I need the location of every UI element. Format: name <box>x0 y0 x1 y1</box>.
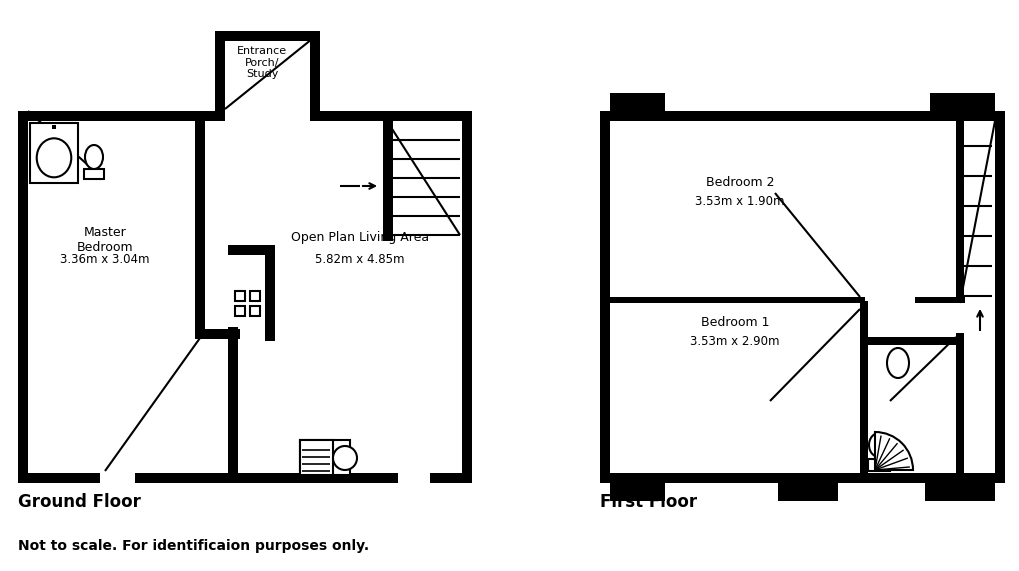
Text: Master
Bedroom: Master Bedroom <box>76 226 133 254</box>
Text: First Floor: First Floor <box>599 493 696 511</box>
Circle shape <box>332 446 357 470</box>
Bar <box>609 297 864 303</box>
Bar <box>599 111 1004 483</box>
Bar <box>599 473 1004 483</box>
Bar <box>599 111 1004 121</box>
Bar <box>929 93 994 111</box>
Text: 3.36m x 3.04m: 3.36m x 3.04m <box>60 253 150 266</box>
Bar <box>250 291 260 301</box>
Bar <box>84 169 104 179</box>
Text: 3.53m x 2.90m: 3.53m x 2.90m <box>690 335 779 348</box>
Text: Not to scale. For identificaion purposes only.: Not to scale. For identificaion purposes… <box>18 539 369 553</box>
Bar <box>462 111 472 483</box>
Ellipse shape <box>887 348 908 378</box>
Bar <box>228 327 237 483</box>
Bar <box>215 31 225 121</box>
Bar <box>609 93 664 111</box>
Bar <box>195 329 239 339</box>
Bar <box>320 111 472 121</box>
Bar <box>382 111 392 241</box>
Bar <box>234 306 245 316</box>
Bar <box>18 473 472 483</box>
Bar <box>859 301 867 473</box>
Bar <box>250 306 260 316</box>
Bar <box>30 123 77 183</box>
Bar <box>228 245 275 255</box>
Bar <box>215 31 320 41</box>
Bar <box>265 251 275 341</box>
Ellipse shape <box>85 145 103 169</box>
Bar <box>215 31 320 115</box>
Bar <box>867 459 890 471</box>
Bar <box>955 333 963 473</box>
Bar <box>777 483 838 501</box>
Bar <box>859 337 963 345</box>
Bar <box>994 111 1004 483</box>
Bar <box>234 291 245 301</box>
Bar <box>52 125 56 129</box>
Bar <box>397 473 430 483</box>
Bar <box>599 111 609 483</box>
Bar <box>100 473 135 483</box>
Bar <box>300 440 350 475</box>
Ellipse shape <box>37 138 71 178</box>
Text: 3.53m x 1.90m: 3.53m x 1.90m <box>695 195 784 208</box>
Text: Ground Floor: Ground Floor <box>18 493 141 511</box>
Text: Bedroom 1: Bedroom 1 <box>700 316 768 329</box>
Wedge shape <box>874 432 912 470</box>
Text: Bedroom 2: Bedroom 2 <box>705 176 773 189</box>
Bar <box>195 111 205 331</box>
Text: Entrance
Porch/
Study: Entrance Porch/ Study <box>236 46 286 79</box>
Bar <box>955 121 963 303</box>
Bar <box>310 31 320 121</box>
Text: Open Plan Living Area: Open Plan Living Area <box>290 231 429 244</box>
Text: 5.82m x 4.85m: 5.82m x 4.85m <box>315 253 405 266</box>
Bar <box>18 111 215 121</box>
Bar <box>300 440 332 475</box>
Ellipse shape <box>868 433 889 457</box>
Bar <box>18 111 28 483</box>
Bar <box>914 297 964 303</box>
Bar <box>18 111 472 483</box>
Bar <box>609 483 664 501</box>
Bar <box>924 483 994 501</box>
